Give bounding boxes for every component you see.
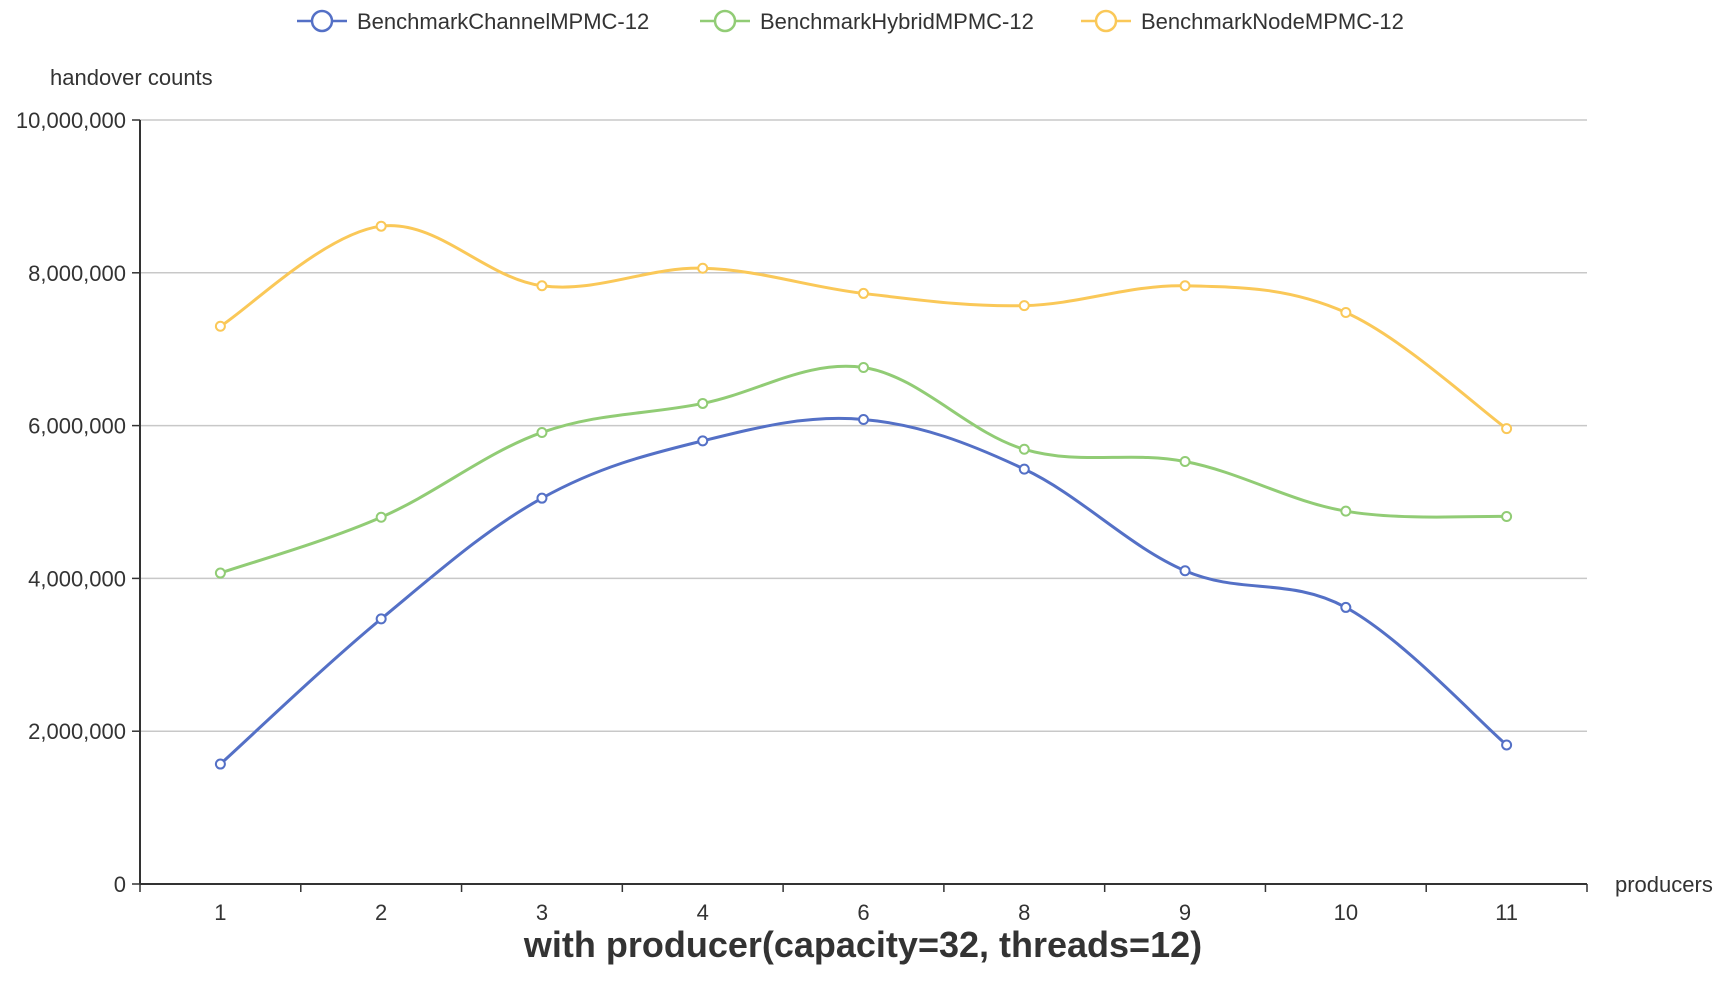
x-tick-label: 11 xyxy=(1495,900,1518,925)
data-point[interactable] xyxy=(1501,511,1513,523)
data-point[interactable] xyxy=(858,362,869,374)
x-tick-label: 8 xyxy=(1018,900,1030,925)
y-tick-label: 0 xyxy=(114,872,126,897)
x-axis-label: producers xyxy=(1615,872,1713,897)
x-tick-label: 3 xyxy=(536,900,548,925)
legend-item[interactable]: BenchmarkNodeMPMC-12 xyxy=(1081,9,1404,34)
data-point[interactable] xyxy=(1340,307,1352,319)
legend-marker xyxy=(1094,9,1118,33)
legend-label: BenchmarkHybridMPMC-12 xyxy=(760,9,1034,34)
chart-title: with producer(capacity=32, threads=12) xyxy=(523,924,1203,965)
series-line[interactable] xyxy=(219,364,1507,575)
series-BenchmarkChannelMPMC-12[interactable] xyxy=(214,413,1513,770)
legend[interactable]: BenchmarkChannelMPMC-12 BenchmarkHybridMP… xyxy=(297,9,1404,34)
data-point[interactable] xyxy=(536,426,548,438)
data-point[interactable] xyxy=(214,320,226,332)
data-point[interactable] xyxy=(858,287,869,299)
data-point[interactable] xyxy=(536,492,548,504)
y-tick-label: 2,000,000 xyxy=(28,719,126,744)
legend-label: BenchmarkChannelMPMC-12 xyxy=(357,9,649,34)
data-point[interactable] xyxy=(1179,565,1191,577)
series-line[interactable] xyxy=(219,224,1508,430)
legend-marker xyxy=(310,9,334,33)
data-point[interactable] xyxy=(1018,463,1030,475)
data-point[interactable] xyxy=(1340,601,1352,613)
data-point[interactable] xyxy=(1179,456,1191,468)
y-axis-label: handover counts xyxy=(50,65,213,90)
data-point[interactable] xyxy=(1018,300,1030,312)
series-lines xyxy=(214,220,1513,770)
y-tick-label: 8,000,000 xyxy=(28,261,126,286)
data-point[interactable] xyxy=(536,280,548,292)
x-tick-label: 9 xyxy=(1179,900,1191,925)
y-tick-label: 10,000,000 xyxy=(16,108,126,133)
data-point[interactable] xyxy=(697,397,709,409)
data-point[interactable] xyxy=(697,262,709,274)
x-tick-label: 2 xyxy=(375,900,387,925)
data-point[interactable] xyxy=(1340,505,1352,517)
y-tick-label: 6,000,000 xyxy=(28,414,126,439)
axes: 0 2,000,000 4,000,000 6,000,000 8,000,000 10,… xyxy=(16,108,1588,925)
x-tick-label: 6 xyxy=(857,900,869,925)
series-line[interactable] xyxy=(219,416,1508,766)
legend-item[interactable]: BenchmarkChannelMPMC-12 xyxy=(297,9,649,34)
data-point[interactable] xyxy=(214,567,226,579)
legend-marker xyxy=(713,9,737,33)
data-point[interactable] xyxy=(375,511,387,523)
legend-label: BenchmarkNodeMPMC-12 xyxy=(1141,9,1404,34)
data-point[interactable] xyxy=(1018,443,1030,455)
series-BenchmarkHybridMPMC-12[interactable] xyxy=(214,362,1513,579)
y-tick-label: 4,000,000 xyxy=(28,566,126,591)
data-point[interactable] xyxy=(1179,280,1191,292)
data-point[interactable] xyxy=(375,613,387,625)
data-point[interactable] xyxy=(697,435,709,447)
legend-item[interactable]: BenchmarkHybridMPMC-12 xyxy=(700,9,1034,34)
data-point[interactable] xyxy=(375,220,387,232)
data-point[interactable] xyxy=(1501,739,1513,751)
data-point[interactable] xyxy=(1501,423,1513,435)
x-tick-label: 10 xyxy=(1334,900,1358,925)
data-point[interactable] xyxy=(214,758,226,770)
grid-lines xyxy=(140,119,1587,732)
data-point[interactable] xyxy=(858,413,869,425)
series-BenchmarkNodeMPMC-12[interactable] xyxy=(214,220,1513,435)
x-tick-label: 4 xyxy=(697,900,709,925)
x-tick-label: 1 xyxy=(214,900,226,925)
